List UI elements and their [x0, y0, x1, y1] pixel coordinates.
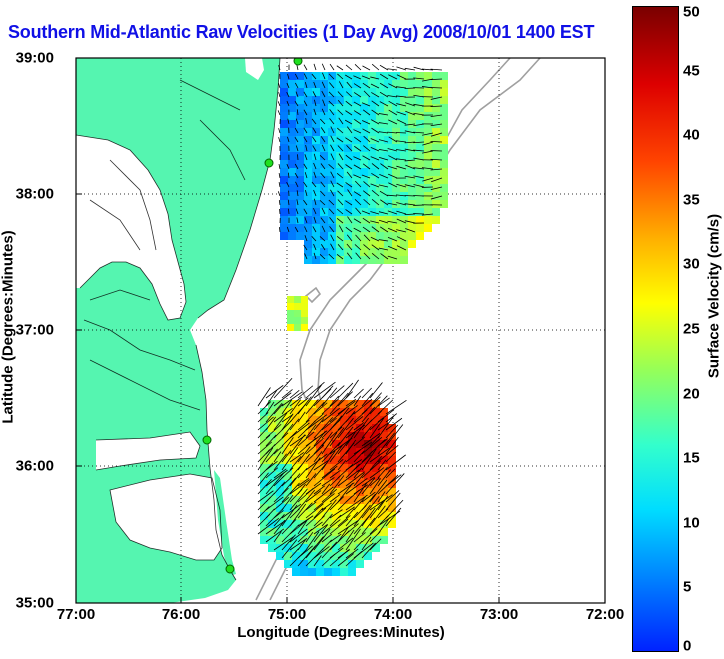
colorbar-tick-label: 30 — [683, 255, 700, 273]
x-tick-label: 72:00 — [585, 606, 625, 623]
colorbar — [632, 6, 679, 652]
y-axis-label: Latitude (Degrees:Minutes) — [0, 230, 17, 424]
delaware-bay — [245, 58, 264, 80]
radar-station-marker — [225, 564, 235, 574]
colorbar-tick-label: 10 — [683, 514, 700, 532]
chart-title: Southern Mid-Atlantic Raw Velocities (1 … — [8, 22, 595, 42]
y-tick-label: 38:00 — [15, 185, 54, 203]
colorbar-tick-label: 5 — [683, 578, 692, 596]
y-tick-label: 36:00 — [15, 457, 54, 475]
x-tick-label: 77:00 — [56, 606, 96, 623]
y-tick-label: 35:00 — [15, 594, 54, 612]
radar-station-marker — [264, 158, 274, 168]
colorbar-tick-label: 15 — [683, 449, 700, 467]
y-tick-label: 37:00 — [15, 321, 54, 339]
x-tick-label: 74:00 — [373, 606, 413, 623]
x-tick-label: 73:00 — [479, 606, 519, 623]
colorbar-tick-label: 20 — [683, 385, 700, 403]
colorbar-tick-label: 35 — [683, 191, 700, 209]
radar-station-marker — [293, 58, 303, 66]
outer-banks — [214, 470, 236, 576]
colorbar-tick-label: 40 — [683, 126, 700, 144]
colorbar-tick-label: 0 — [683, 637, 692, 655]
x-axis-label: Longitude (Degrees:Minutes) — [237, 624, 445, 641]
pamlico-sound — [110, 474, 222, 560]
y-tick-label: 39:00 — [15, 49, 54, 67]
velocity-fields — [257, 63, 448, 576]
colorbar-tick-label: 25 — [683, 320, 700, 338]
colorbar-tick-label: 50 — [683, 3, 700, 21]
albemarle-sound — [96, 432, 200, 470]
x-tick-label: 75:00 — [267, 606, 307, 623]
colorbar-tick-label: 45 — [683, 62, 700, 80]
radar-stations — [202, 58, 303, 574]
x-tick-label: 76:00 — [161, 606, 201, 623]
colorbar-label: Surface Velocity (cm/s) — [705, 213, 723, 379]
radar-station-marker — [202, 435, 212, 445]
chesapeake-bay — [76, 135, 186, 320]
